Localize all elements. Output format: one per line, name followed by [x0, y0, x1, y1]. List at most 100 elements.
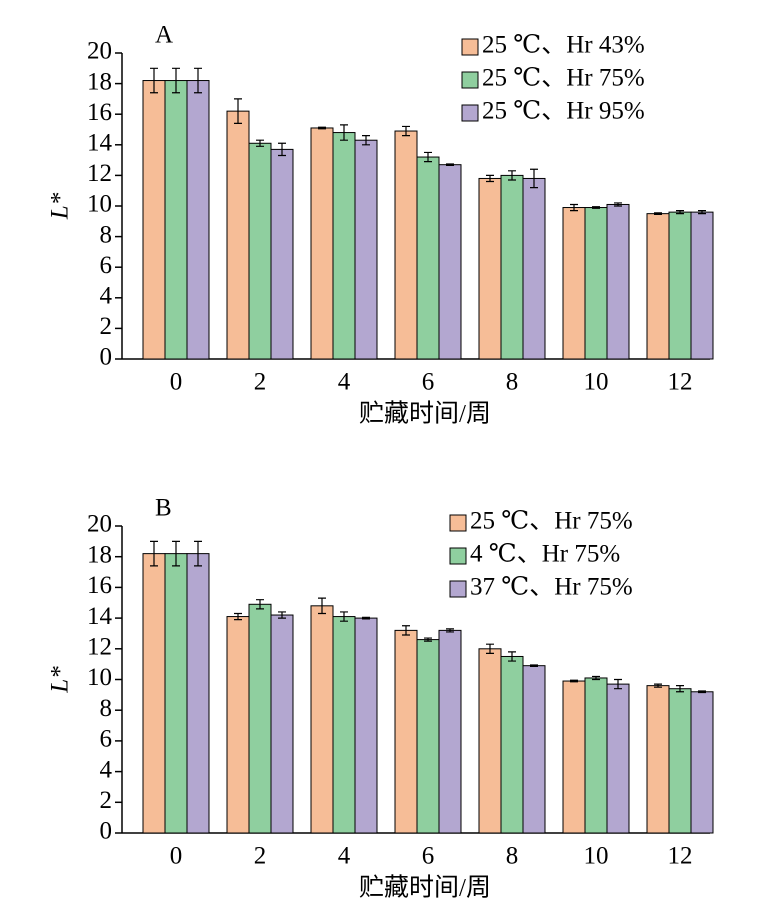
y-tick-label: 18 [87, 541, 112, 568]
legend-swatch [461, 38, 479, 56]
bar [354, 139, 378, 360]
bar [354, 617, 378, 834]
error-bar [614, 202, 622, 207]
y-tick-label: 16 [87, 99, 112, 126]
bar [332, 616, 356, 834]
y-axis-label: L* [47, 666, 74, 694]
error-bar [508, 170, 516, 181]
bar [478, 648, 502, 834]
x-tick-label: 2 [254, 843, 267, 870]
y-tick-label: 12 [87, 160, 112, 187]
y-tick-label: 4 [100, 756, 113, 783]
y-tick-label: 0 [100, 344, 113, 371]
error-bar [278, 611, 286, 619]
error-bar [592, 206, 600, 209]
bar [690, 691, 714, 834]
x-tick-label: 2 [254, 369, 267, 396]
y-tick-label: 18 [87, 68, 112, 95]
error-bar [362, 616, 370, 620]
error-bar [530, 168, 538, 189]
x-tick-label: 10 [584, 369, 609, 396]
error-bar [592, 675, 600, 681]
bar [248, 603, 272, 834]
y-tick-label: 8 [100, 221, 113, 248]
bar [562, 207, 586, 360]
bar [310, 605, 334, 834]
error-bar [318, 597, 326, 615]
x-tick-label: 12 [668, 843, 693, 870]
error-bar [676, 685, 684, 693]
error-bar [570, 203, 578, 212]
x-tick-label: 6 [422, 843, 435, 870]
bar [606, 203, 630, 360]
error-bar [172, 540, 180, 567]
bar [646, 685, 670, 834]
bar [584, 677, 608, 834]
x-tick-label: 0 [170, 843, 183, 870]
y-tick-label: 8 [100, 695, 113, 722]
bar [522, 177, 546, 360]
bar [332, 132, 356, 360]
error-bar [194, 540, 202, 567]
error-bar [340, 611, 348, 622]
bar [394, 130, 418, 360]
error-bar [698, 690, 706, 694]
y-tick-label: 14 [87, 603, 113, 630]
bar [584, 207, 608, 360]
x-tick-label: 0 [170, 369, 183, 396]
error-bar [446, 628, 454, 633]
y-tick-label: 6 [100, 726, 113, 753]
y-tick-label: 20 [87, 511, 112, 538]
legend-swatch [461, 104, 479, 122]
x-axis-label: 贮藏时间/周 [359, 400, 491, 428]
x-axis-label: 贮藏时间/周 [359, 874, 491, 902]
error-bar [676, 209, 684, 215]
error-bar [234, 98, 242, 124]
error-bar [508, 651, 516, 662]
legend-swatch [449, 547, 467, 565]
error-bar [486, 643, 494, 655]
error-bar [530, 664, 538, 668]
error-bar [424, 637, 432, 642]
bar [606, 683, 630, 834]
bar [646, 213, 670, 360]
bar [248, 142, 272, 360]
y-tick-label: 16 [87, 572, 112, 599]
error-bar [256, 139, 264, 147]
bar [416, 156, 440, 360]
legend-swatch [449, 580, 467, 598]
error-bar [614, 678, 622, 690]
x-tick-label: 4 [338, 843, 351, 870]
y-tick-label: 2 [100, 787, 113, 814]
panel-label: B [155, 495, 172, 522]
y-tick-label: 4 [100, 283, 113, 310]
error-bar [486, 174, 494, 183]
bar [270, 148, 294, 360]
bar [394, 629, 418, 834]
bar [416, 639, 440, 834]
legend-swatch [461, 71, 479, 89]
bar [438, 629, 462, 834]
error-bar [654, 212, 662, 216]
error-bar [172, 67, 180, 94]
legend-label: 25 ℃、Hr 75% [482, 65, 645, 92]
error-bar [278, 142, 286, 157]
x-tick-label: 4 [338, 369, 351, 396]
bar [562, 680, 586, 834]
bar [478, 177, 502, 360]
panel-label: A [155, 22, 173, 49]
legend-label: 37 ℃、Hr 75% [470, 574, 633, 601]
bar [668, 688, 692, 834]
x-tick-label: 8 [506, 369, 519, 396]
legend-label: 25 ℃、Hr 95% [482, 98, 645, 125]
bar [522, 665, 546, 834]
error-bar [446, 163, 454, 167]
bar [164, 553, 188, 834]
error-bar [362, 135, 370, 146]
y-tick-label: 20 [87, 38, 112, 65]
bar [186, 553, 210, 834]
y-tick-label: 10 [87, 664, 112, 691]
bar [668, 211, 692, 360]
legend-label: 25 ℃、Hr 75% [470, 508, 633, 535]
